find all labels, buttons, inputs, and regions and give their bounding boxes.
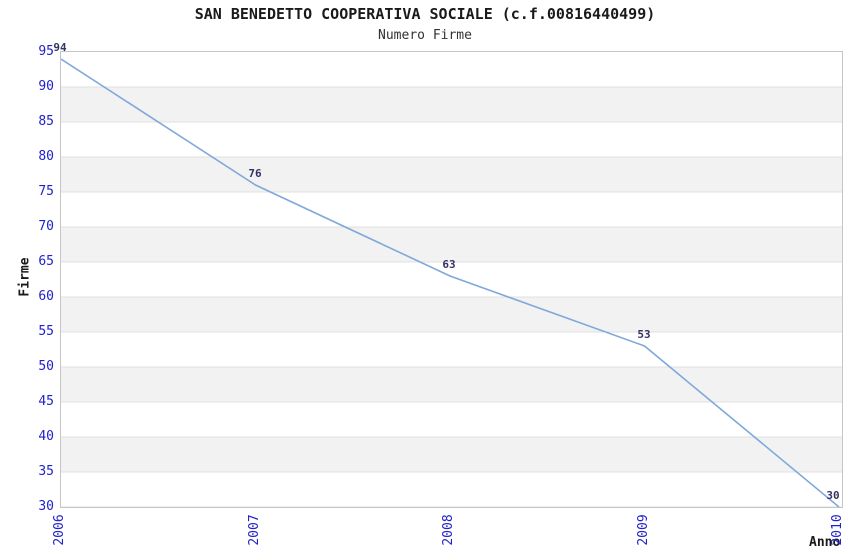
grid-band: [61, 227, 842, 262]
grid-band: [61, 87, 842, 122]
y-tick-label: 95: [38, 44, 54, 59]
y-tick-label: 60: [38, 289, 54, 304]
chart-subtitle: Numero Firme: [378, 28, 472, 43]
plot-area: [60, 51, 843, 508]
line-chart-svg: [61, 58, 842, 507]
y-tick-label: 50: [38, 359, 54, 374]
data-label: 30: [826, 489, 840, 502]
grid-band: [61, 157, 842, 192]
y-tick-label: 45: [38, 394, 54, 409]
y-tick-label: 40: [38, 429, 54, 444]
x-tick-label: 2009: [636, 514, 651, 546]
data-label: 63: [442, 258, 456, 271]
data-label: 94: [53, 41, 67, 54]
y-tick-label: 90: [38, 79, 54, 94]
data-label: 76: [248, 167, 262, 180]
data-line: [61, 58, 840, 507]
y-tick-label: 35: [38, 464, 54, 479]
grid-band: [61, 367, 842, 402]
y-tick-label: 55: [38, 324, 54, 339]
y-tick-label: 30: [38, 499, 54, 514]
x-axis-title: Anno: [809, 535, 841, 550]
y-tick-label: 70: [38, 219, 54, 234]
y-tick-label: 85: [38, 114, 54, 129]
x-tick-label: 2006: [52, 514, 67, 546]
y-tick-label: 65: [38, 254, 54, 269]
x-tick-label: 2010: [830, 514, 845, 546]
grid-band: [61, 437, 842, 472]
x-tick-label: 2007: [247, 514, 262, 546]
grid-band: [61, 297, 842, 332]
chart-title: SAN BENEDETTO COOPERATIVA SOCIALE (c.f.0…: [194, 5, 656, 23]
data-label: 53: [637, 328, 651, 341]
x-tick-label: 2008: [441, 514, 456, 546]
y-tick-label: 75: [38, 184, 54, 199]
y-tick-label: 80: [38, 149, 54, 164]
